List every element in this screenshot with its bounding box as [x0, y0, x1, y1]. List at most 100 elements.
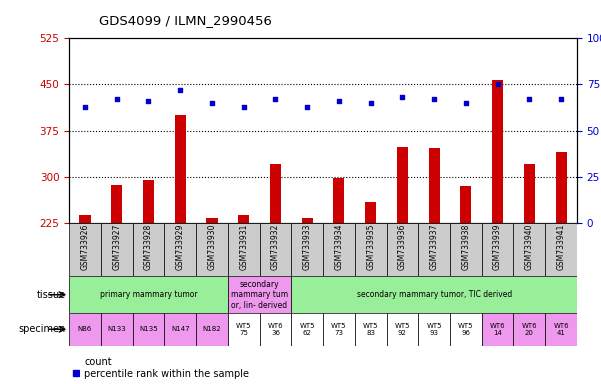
FancyBboxPatch shape: [69, 223, 101, 276]
Text: percentile rank within the sample: percentile rank within the sample: [84, 369, 249, 379]
FancyBboxPatch shape: [133, 223, 164, 276]
Text: N135: N135: [139, 326, 158, 332]
Text: primary mammary tumor: primary mammary tumor: [100, 290, 197, 299]
FancyBboxPatch shape: [164, 313, 196, 346]
Text: GSM733936: GSM733936: [398, 224, 407, 270]
Point: [461, 100, 471, 106]
FancyBboxPatch shape: [513, 223, 545, 276]
FancyBboxPatch shape: [355, 313, 386, 346]
Text: WT5
75: WT5 75: [236, 323, 251, 336]
Point: [525, 96, 534, 102]
Text: WT6
41: WT6 41: [554, 323, 569, 336]
FancyBboxPatch shape: [418, 313, 450, 346]
Text: GSM733933: GSM733933: [303, 224, 312, 270]
Text: WT5
96: WT5 96: [458, 323, 474, 336]
Bar: [524, 164, 535, 223]
Text: GSM733929: GSM733929: [175, 224, 185, 270]
Bar: [143, 180, 154, 223]
FancyBboxPatch shape: [260, 313, 291, 346]
Text: secondary
mammary tum
or, lin- derived: secondary mammary tum or, lin- derived: [231, 280, 288, 310]
Text: GSM733938: GSM733938: [462, 224, 471, 270]
Bar: [302, 218, 313, 223]
Bar: [334, 178, 344, 223]
FancyBboxPatch shape: [418, 223, 450, 276]
FancyBboxPatch shape: [323, 313, 355, 346]
Text: GSM733940: GSM733940: [525, 224, 534, 270]
FancyBboxPatch shape: [545, 223, 577, 276]
FancyBboxPatch shape: [450, 313, 482, 346]
Point: [207, 100, 217, 106]
FancyBboxPatch shape: [164, 223, 196, 276]
Bar: [460, 186, 471, 223]
FancyBboxPatch shape: [323, 223, 355, 276]
Point: [557, 96, 566, 102]
Text: GSM733939: GSM733939: [493, 224, 502, 270]
FancyBboxPatch shape: [69, 313, 101, 346]
Bar: [397, 147, 408, 223]
FancyBboxPatch shape: [291, 223, 323, 276]
Text: GSM733931: GSM733931: [239, 224, 248, 270]
Text: GSM733932: GSM733932: [271, 224, 280, 270]
Point: [80, 104, 90, 110]
Point: [366, 100, 376, 106]
Point: [493, 81, 502, 88]
FancyBboxPatch shape: [545, 313, 577, 346]
Text: WT5
73: WT5 73: [331, 323, 347, 336]
Text: secondary mammary tumor, TIC derived: secondary mammary tumor, TIC derived: [356, 290, 512, 299]
Text: GDS4099 / ILMN_2990456: GDS4099 / ILMN_2990456: [99, 14, 272, 27]
Text: GSM733926: GSM733926: [81, 224, 90, 270]
Point: [144, 98, 153, 104]
Point: [175, 87, 185, 93]
FancyBboxPatch shape: [196, 313, 228, 346]
Point: [334, 98, 344, 104]
Text: N182: N182: [203, 326, 221, 332]
Text: tissue: tissue: [37, 290, 66, 300]
FancyBboxPatch shape: [101, 313, 133, 346]
Text: N86: N86: [78, 326, 92, 332]
Point: [239, 104, 248, 110]
FancyBboxPatch shape: [386, 313, 418, 346]
Bar: [555, 152, 567, 223]
FancyBboxPatch shape: [291, 276, 577, 313]
Bar: [429, 148, 440, 223]
FancyBboxPatch shape: [69, 276, 228, 313]
Bar: [270, 164, 281, 223]
Bar: [365, 202, 376, 223]
Text: GSM733934: GSM733934: [334, 224, 343, 270]
FancyBboxPatch shape: [228, 276, 291, 313]
FancyBboxPatch shape: [513, 313, 545, 346]
Bar: [79, 215, 91, 223]
Text: WT5
62: WT5 62: [299, 323, 315, 336]
Text: GSM733937: GSM733937: [430, 224, 439, 270]
FancyBboxPatch shape: [228, 313, 260, 346]
Text: WT6
14: WT6 14: [490, 323, 505, 336]
FancyBboxPatch shape: [355, 223, 386, 276]
Text: WT5
93: WT5 93: [426, 323, 442, 336]
Text: WT5
92: WT5 92: [395, 323, 410, 336]
FancyBboxPatch shape: [482, 223, 513, 276]
Text: GSM733935: GSM733935: [366, 224, 375, 270]
FancyBboxPatch shape: [133, 313, 164, 346]
Text: WT6
20: WT6 20: [522, 323, 537, 336]
FancyBboxPatch shape: [101, 223, 133, 276]
Point: [302, 104, 312, 110]
Bar: [111, 185, 122, 223]
Text: GSM733930: GSM733930: [207, 224, 216, 270]
Text: WT6
36: WT6 36: [267, 323, 283, 336]
Text: N133: N133: [108, 326, 126, 332]
FancyBboxPatch shape: [196, 223, 228, 276]
Bar: [238, 215, 249, 223]
Bar: [175, 115, 186, 223]
FancyBboxPatch shape: [450, 223, 482, 276]
Text: GSM733941: GSM733941: [557, 224, 566, 270]
Text: specimen: specimen: [19, 324, 66, 334]
Bar: [492, 79, 503, 223]
FancyBboxPatch shape: [291, 313, 323, 346]
Point: [270, 96, 280, 102]
Text: N147: N147: [171, 326, 189, 332]
Text: GSM733927: GSM733927: [112, 224, 121, 270]
Text: WT5
83: WT5 83: [363, 323, 379, 336]
Point: [398, 94, 407, 101]
Text: count: count: [84, 357, 112, 367]
FancyBboxPatch shape: [260, 223, 291, 276]
